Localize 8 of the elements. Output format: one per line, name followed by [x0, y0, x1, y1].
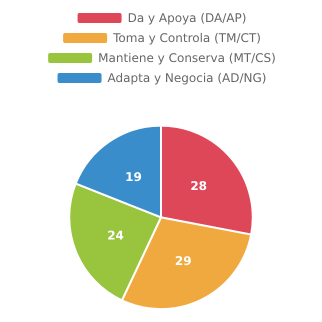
legend-label: Adapta y Negocia (AD/NG)	[108, 71, 266, 85]
data-label: 29	[174, 254, 192, 268]
data-label: 19	[125, 170, 142, 184]
data-label: 28	[190, 179, 208, 194]
legend-label: Toma y Controla (TM/CT)	[112, 31, 261, 45]
data-label: 24	[107, 228, 124, 242]
legend-label: Da y Apoya (DA/AP)	[128, 11, 246, 25]
legend-label: Mantiene y Conserva (MT/CS)	[98, 51, 276, 65]
